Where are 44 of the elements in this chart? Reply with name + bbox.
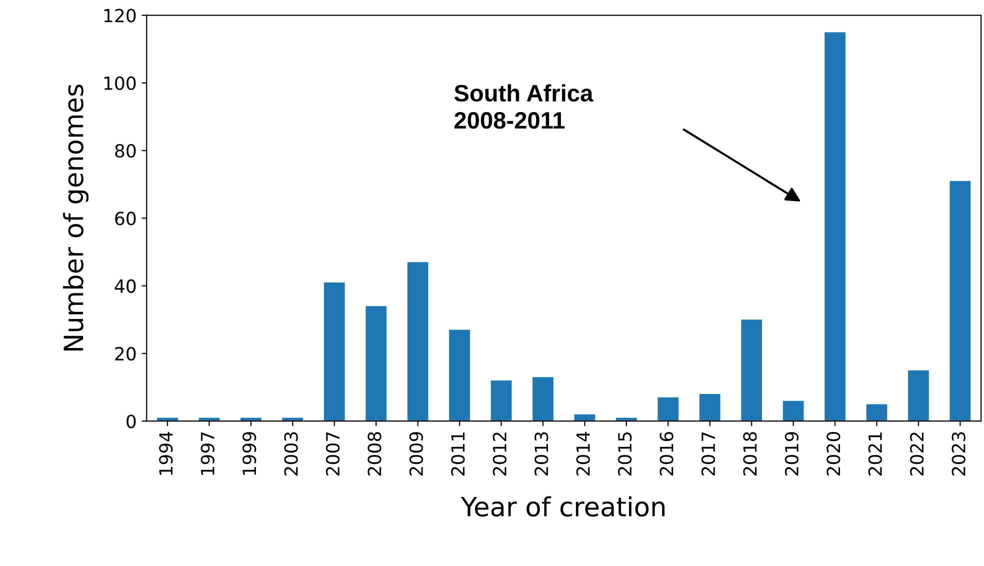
bar	[866, 404, 888, 422]
x-tick-label: 2015	[618, 432, 632, 476]
x-tick-label: 2017	[701, 432, 716, 476]
x-axis-title: Year of creation	[460, 496, 664, 517]
y-tick-label: 100	[104, 76, 136, 90]
x-tick-label: 2019	[784, 432, 799, 476]
y-tick-label: 40	[114, 279, 136, 293]
x-tick-label: 1999	[242, 432, 256, 475]
bar	[699, 394, 720, 422]
y-tick-label: 0	[126, 414, 136, 428]
x-tick-label: 1994	[159, 432, 173, 475]
x-tick-label: 2021	[868, 432, 882, 476]
x-tick-label: 2009	[409, 432, 424, 476]
bar	[490, 380, 512, 422]
x-tick-label: 2023	[952, 432, 966, 476]
x-tick-label: 2022	[910, 432, 924, 476]
x-tick-label: 2016	[660, 432, 674, 476]
x-tick-label: 1997	[200, 432, 214, 475]
annotation: South Africa 2008-2011	[454, 84, 594, 129]
bar	[324, 282, 345, 422]
bar	[782, 400, 804, 422]
x-tick-label: 2014	[576, 432, 590, 476]
y-tick-label: 20	[115, 346, 136, 361]
bar	[532, 377, 554, 422]
bar	[950, 180, 971, 422]
bar	[741, 320, 762, 422]
x-tick-label: 2007	[326, 432, 340, 476]
y-axis-title: Number of genomes	[63, 84, 89, 350]
bar	[449, 330, 470, 422]
bar	[908, 370, 929, 422]
y-tick-label: 80	[115, 144, 136, 158]
bar	[366, 306, 387, 422]
x-tick-label: 2011	[451, 432, 465, 476]
x-tick-label: 2020	[826, 432, 840, 476]
x-tick-label: 2008	[368, 432, 382, 476]
bar	[407, 262, 428, 422]
x-tick-label: 2018	[743, 432, 757, 476]
x-tick-label: 2003	[284, 432, 298, 476]
bar	[824, 32, 846, 422]
x-tick-label: 2012	[492, 432, 506, 476]
y-tick-label: 120	[104, 8, 136, 22]
y-tick-label: 60	[115, 212, 136, 226]
bar	[658, 397, 679, 422]
x-tick-label: 2013	[534, 432, 548, 476]
